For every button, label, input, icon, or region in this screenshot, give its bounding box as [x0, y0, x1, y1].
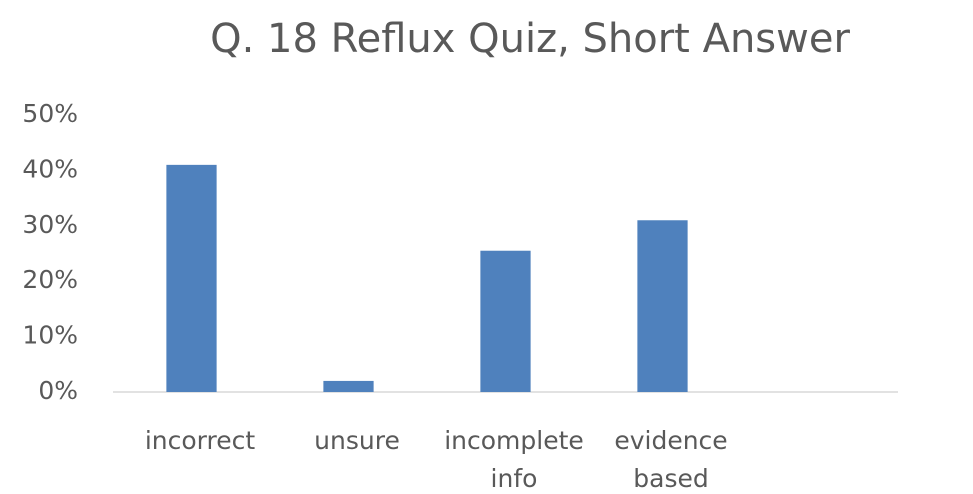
- bar: [480, 250, 531, 392]
- bar: [166, 164, 217, 392]
- y-tick-label: 40%: [22, 154, 78, 183]
- y-tick-label: 30%: [22, 210, 78, 239]
- x-tick-label: evidence based: [614, 426, 728, 493]
- y-tick-label: 0%: [38, 376, 78, 405]
- x-tick-label: unsure: [314, 426, 400, 455]
- bar: [637, 220, 688, 392]
- y-tick-label: 10%: [22, 321, 78, 350]
- y-tick-label: 20%: [22, 265, 78, 294]
- chart-title: Q. 18 Reflux Quiz, Short Answer: [210, 16, 850, 62]
- bar: [323, 380, 374, 392]
- x-tick-label: incomplete info: [444, 426, 584, 493]
- y-tick-label: 50%: [22, 99, 78, 128]
- x-tick-label: incorrect: [144, 426, 256, 455]
